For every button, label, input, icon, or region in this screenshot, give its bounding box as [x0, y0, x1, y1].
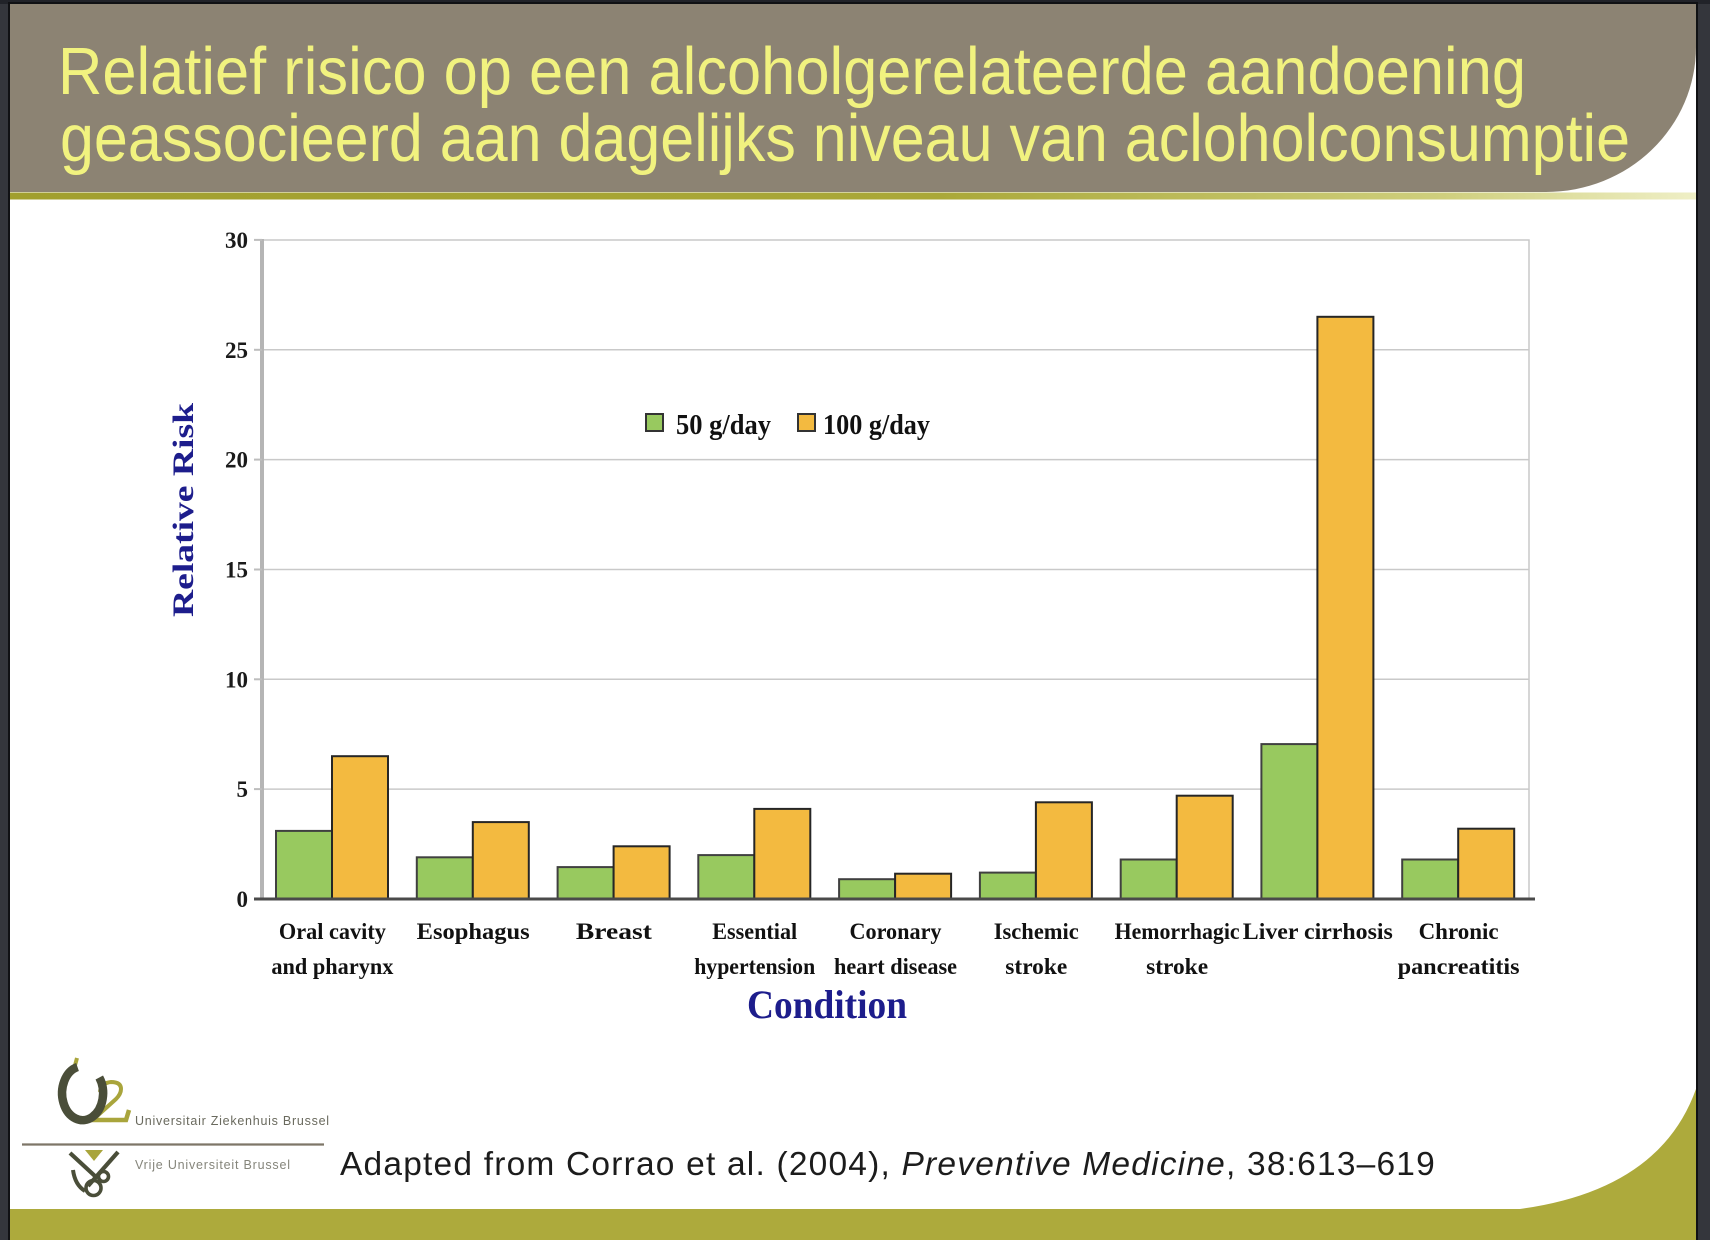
svg-text:Chronic: Chronic [1419, 919, 1499, 944]
svg-text:Vrije Universiteit Brussel: Vrije Universiteit Brussel [135, 1158, 291, 1172]
svg-text:Essential: Essential [712, 919, 797, 944]
svg-text:Ischemic: Ischemic [994, 919, 1079, 944]
svg-text:10: 10 [225, 667, 248, 692]
svg-text:30: 30 [225, 228, 248, 253]
svg-text:5: 5 [237, 777, 249, 802]
svg-text:stroke: stroke [1005, 954, 1067, 979]
svg-text:Condition: Condition [747, 982, 907, 1027]
svg-text:and pharynx: and pharynx [271, 954, 393, 979]
svg-text:heart disease: heart disease [834, 954, 957, 979]
svg-text:stroke: stroke [1146, 954, 1208, 979]
svg-text:50 g/day: 50 g/day [676, 409, 771, 441]
svg-text:20: 20 [225, 448, 248, 473]
svg-text:Oral cavity: Oral cavity [279, 919, 386, 944]
svg-text:Esophagus: Esophagus [417, 919, 530, 944]
svg-text:25: 25 [225, 338, 248, 363]
svg-text:0: 0 [237, 887, 249, 912]
svg-text:Coronary: Coronary [850, 919, 942, 944]
svg-text:15: 15 [225, 558, 248, 583]
svg-text:100 g/day: 100 g/day [823, 409, 930, 441]
svg-text:geassocieerd aan dagelijks niv: geassocieerd aan dagelijks niveau van ac… [60, 101, 1630, 176]
svg-text:hypertension: hypertension [694, 954, 815, 979]
svg-text:Breast: Breast [576, 919, 652, 944]
svg-text:pancreatitis: pancreatitis [1398, 954, 1520, 979]
svg-text:Hemorrhagic: Hemorrhagic [1115, 919, 1240, 944]
svg-text:Relative Risk: Relative Risk [167, 403, 200, 617]
svg-text:Relatief risico op een alcohol: Relatief risico op een alcoholgerelateer… [58, 34, 1526, 109]
svg-text:Liver cirrhosis: Liver cirrhosis [1243, 919, 1393, 944]
svg-text:Adapted from Corrao et al. (20: Adapted from Corrao et al. (2004), Preve… [340, 1146, 1436, 1183]
svg-text:Universitair Ziekenhuis Brusse: Universitair Ziekenhuis Brussel [135, 1114, 330, 1128]
